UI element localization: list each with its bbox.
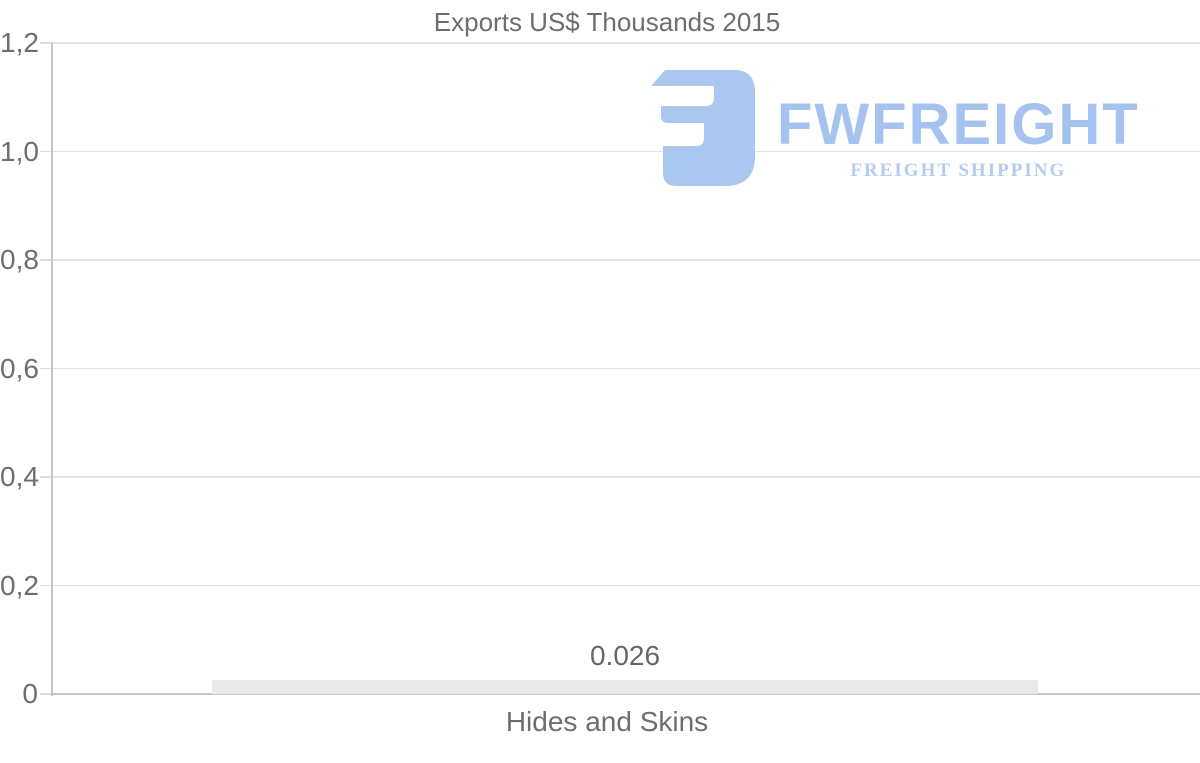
y-tick-label: 0,8: [0, 244, 39, 275]
bar-value-label: 0.026: [589, 640, 661, 671]
y-tick-label: 1,0: [0, 135, 39, 167]
y-tick-mark: [40, 584, 52, 587]
y-tick-mark: [40, 693, 52, 695]
y-tick-mark: [40, 42, 52, 44]
y-gridline: [52, 42, 1200, 44]
watermark-text: FWFREIGHT FREIGHT SHIPPING: [777, 92, 1140, 182]
x-category-label: Hides and Skins: [505, 706, 709, 737]
x-baseline: [52, 693, 1200, 695]
y-tick-label: 0,6: [0, 352, 39, 384]
y-tick-mark: [40, 259, 52, 261]
y-tick-label: 0,4: [0, 461, 39, 492]
plot-area: [52, 42, 1200, 695]
watermark-tagline: FREIGHT SHIPPING: [850, 160, 1067, 181]
y-gridline: [52, 259, 1200, 261]
y-tick-mark: [40, 476, 52, 478]
y-tick-mark: [40, 150, 52, 153]
y-gridline: [52, 150, 1200, 153]
watermark-logo: FWFREIGHT FREIGHT SHIPPING: [648, 70, 1140, 191]
y-tick-label: 1,2: [0, 27, 39, 58]
watermark-brand: FWFREIGHT: [777, 92, 1140, 157]
y-tick-label: 0,2: [0, 569, 39, 601]
y-gridline: [52, 476, 1200, 478]
y-tick-label: 0: [22, 678, 38, 709]
chart-title: Exports US$ Thousands 2015: [433, 7, 781, 37]
y-gridline: [52, 367, 1200, 370]
bar-hides-and-skins[interactable]: [212, 680, 1038, 694]
y-gridline: [52, 584, 1200, 587]
y-axis-line: [51, 43, 53, 696]
fwfreight-logo-icon: [648, 70, 755, 191]
y-tick-mark: [40, 367, 52, 370]
